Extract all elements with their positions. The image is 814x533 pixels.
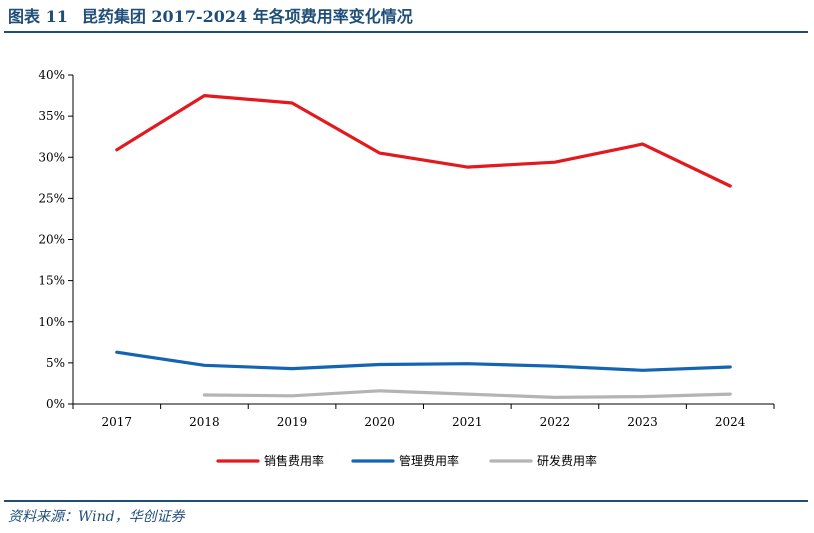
source-note: 资料来源：Wind，华创证券 [8, 509, 185, 525]
x-tick-label: 2019 [277, 415, 308, 429]
x-axis: 2017 2018 2019 2020 2021 2022 2023 2024 [72, 403, 775, 429]
y-tick-label: 40% [38, 68, 65, 82]
legend-label: 销售费用率 [264, 453, 324, 468]
x-tick-label: 2020 [364, 415, 395, 429]
x-tick-label: 2021 [452, 415, 483, 429]
series-layer [115, 93, 732, 399]
figure-number: 图表 11 [8, 7, 68, 26]
series-line-1 [115, 93, 732, 188]
figure-title: 图表 11 昆药集团 2017-2024 年各项费用率变化情况 [8, 4, 413, 30]
x-tick-label: 2018 [189, 415, 220, 429]
title-rule [4, 31, 808, 33]
x-tick-label: 2024 [715, 415, 746, 429]
y-tick-label: 15% [38, 274, 65, 288]
figure-title-text: 昆药集团 2017-2024 年各项费用率变化情况 [81, 7, 413, 26]
x-tick-label: 2017 [102, 415, 133, 429]
y-tick-label: 35% [38, 109, 65, 123]
y-tick-label: 30% [38, 150, 65, 164]
y-tick-label: 5% [46, 356, 65, 370]
source-rule [4, 500, 808, 502]
y-tick-label: 25% [38, 191, 65, 205]
legend: 销售费用率 管理费用率 研发费用率 [216, 453, 597, 468]
legend-label: 研发费用率 [537, 453, 597, 468]
x-tick-label: 2023 [627, 415, 658, 429]
y-tick-label: 0% [46, 397, 65, 411]
series-line-3 [202, 389, 732, 399]
x-tick-label: 2022 [540, 415, 571, 429]
y-tick-label: 10% [38, 315, 65, 329]
y-tick-label: 20% [38, 233, 65, 247]
y-axis: 0% 5% 10% 15% 20% 25% 30% 35% 40% [38, 68, 74, 411]
legend-label: 管理费用率 [399, 453, 459, 468]
series-line-2 [115, 350, 732, 372]
